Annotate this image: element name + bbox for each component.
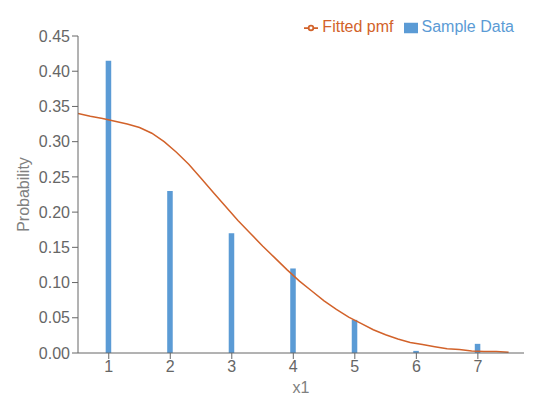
svg-text:0.25: 0.25 <box>39 169 70 186</box>
svg-text:7: 7 <box>473 358 482 375</box>
svg-text:0.30: 0.30 <box>39 133 70 150</box>
svg-text:0.10: 0.10 <box>39 274 70 291</box>
svg-text:Probability: Probability <box>15 157 32 232</box>
svg-text:2: 2 <box>166 358 175 375</box>
svg-text:0.35: 0.35 <box>39 98 70 115</box>
svg-text:0.05: 0.05 <box>39 309 70 326</box>
svg-text:0.45: 0.45 <box>39 28 70 45</box>
svg-text:0.00: 0.00 <box>39 345 70 362</box>
svg-text:x1: x1 <box>293 379 310 396</box>
svg-text:1: 1 <box>104 358 113 375</box>
svg-text:6: 6 <box>412 358 421 375</box>
svg-text:0.15: 0.15 <box>39 239 70 256</box>
html-text:Sample Data: Sample Data <box>421 18 514 35</box>
svg-text:4: 4 <box>289 358 298 375</box>
svg-text:0.20: 0.20 <box>39 204 70 221</box>
html-text:Fitted pmf: Fitted pmf <box>322 18 394 35</box>
svg-text:0.40: 0.40 <box>39 63 70 80</box>
svg-text:5: 5 <box>350 358 359 375</box>
svg-text:3: 3 <box>227 358 236 375</box>
